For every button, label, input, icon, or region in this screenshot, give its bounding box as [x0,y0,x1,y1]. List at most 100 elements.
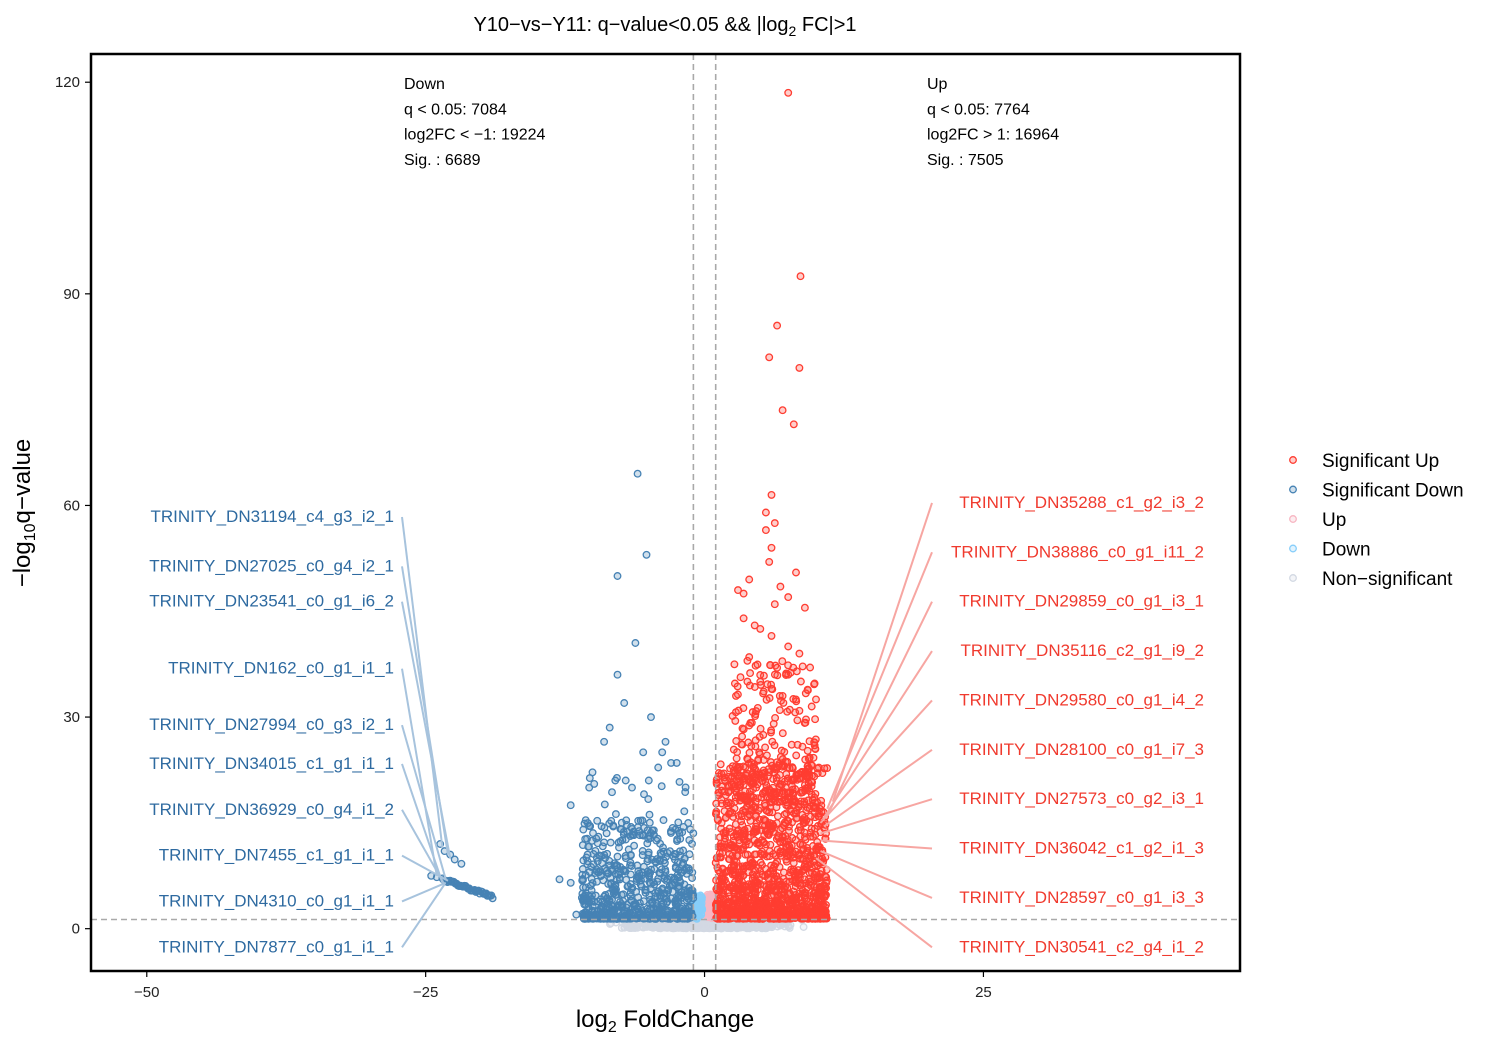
annotation-down-line: q < 0.05: 7084 [404,101,507,118]
point-significant-down [615,873,624,882]
point-significant-down [639,748,648,757]
point-significant-down [581,835,590,844]
point-significant-up [812,695,820,704]
point-significant-up [733,852,742,861]
legend-label-nonsig: Non−significant [1322,569,1453,590]
gene-label-up: TRINITY_DN29580_c0_g1_i4_2 [959,690,1204,709]
point-significant-up [758,821,767,830]
point-significant-down [640,790,648,799]
point-significant-up [786,805,795,814]
point-significant-up [748,708,757,717]
x-tick-label: −50 [134,984,159,1001]
point-significant-up [800,905,809,914]
point-significant-down [645,810,654,819]
point-significant-up [784,670,793,679]
point-significant-up [789,420,798,429]
point-significant-down [619,830,628,839]
point-significant-down [685,850,694,859]
point-significant-up [811,744,820,753]
point-significant-down [675,777,684,786]
point-significant-down [673,914,682,923]
point-significant-up [804,783,813,792]
label-connector-up [826,551,933,810]
x-tick-label: −25 [413,984,438,1001]
point-significant-up [810,803,819,812]
point-nonsignificant [620,923,629,932]
point-significant-down [598,842,607,851]
gene-label-up: TRINITY_DN36042_c1_g2_i1_3 [959,839,1204,858]
point-significant-up [822,884,831,892]
point-significant-up [789,796,798,804]
point-significant-down [611,776,620,785]
point-significant-down [688,874,697,882]
point-significant-up [795,649,804,658]
point-significant-up [745,748,754,757]
point-significant-down [684,864,693,873]
point-significant-down [670,906,679,914]
point-significant-up [802,715,810,724]
point-significant-up [773,891,782,900]
point-significant-up [759,671,768,680]
annotation-up-line: Up [927,76,948,93]
point-significant-up [754,839,763,848]
point-significant-down [633,469,642,478]
point-significant-down [643,826,652,835]
count-annotations: Down q < 0.05: 7084 log2FC < −1: 19224 Sig.… [404,76,1059,169]
point-significant-up [719,896,728,904]
point-significant-down [613,670,622,679]
point-significant-up [778,729,787,738]
point-significant-down [586,881,595,890]
point-significant-down [581,893,590,902]
point-down [693,901,702,910]
point-significant-up [800,603,809,612]
point-significant-down [608,909,617,918]
legend-key-sig_up [1289,456,1297,464]
point-significant-up [801,818,810,827]
point-significant-up [765,557,774,566]
point-significant-up [804,768,813,777]
point-significant-up [756,914,765,923]
point-significant-up [746,855,755,864]
point-significant-up [768,864,777,873]
point-significant-down [654,763,663,772]
gene-label-down: TRINITY_DN36929_c0_g4_i1_2 [149,800,394,819]
point-nonsignificant [769,921,778,930]
point-significant-down [605,861,614,870]
point-significant-up [813,861,822,870]
annotation-down-line: Down [404,76,445,93]
point-significant-up [806,828,815,837]
point-significant-up [762,792,771,801]
gene-label-down: TRINITY_DN23541_c0_g1_i6_2 [149,592,394,611]
point-significant-down [675,847,684,856]
annotation-down-line: log2FC < −1: 19224 [404,127,546,144]
point-significant-up [803,746,812,755]
point-significant-up [766,840,775,849]
point-significant-up [761,526,770,535]
point-significant-up [746,669,755,678]
point-significant-up [748,861,757,870]
point-significant-down [606,873,615,882]
point-significant-up [767,490,776,499]
point-significant-up [778,406,787,415]
label-connector-up [821,650,933,820]
point-significant-up [770,898,779,907]
point-significant-up [792,911,801,920]
point-significant-down [635,911,644,920]
data-points [427,88,832,933]
point-significant-down [680,807,689,816]
point-significant-up [787,865,796,874]
point-significant-up [736,828,745,837]
point-significant-down [594,897,603,906]
point-significant-down [594,910,603,919]
point-significant-up [766,758,775,767]
point-significant-up [729,745,738,754]
point-significant-up [739,865,748,874]
point-significant-up [745,575,754,584]
point-significant-up [779,698,788,707]
point-significant-up [777,746,786,755]
legend-label-down: Down [1322,540,1371,561]
point-significant-down [645,891,654,900]
point-significant-up [739,704,748,713]
label-connector-up [815,857,933,949]
point-significant-up [729,900,738,908]
